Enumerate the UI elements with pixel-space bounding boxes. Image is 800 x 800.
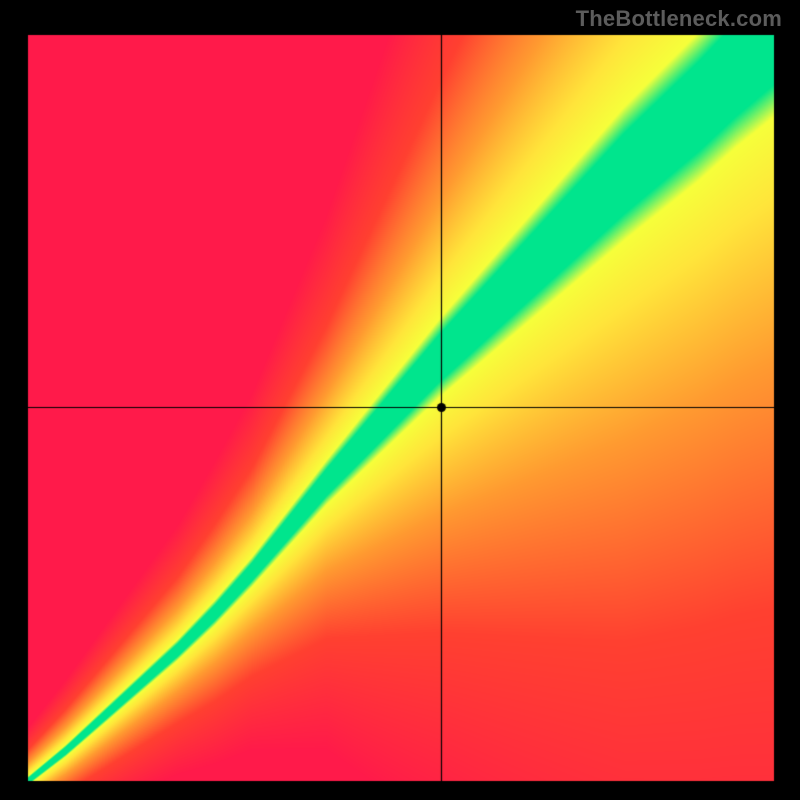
bottleneck-heatmap [0, 0, 800, 800]
watermark-text: TheBottleneck.com [576, 6, 782, 32]
chart-container: TheBottleneck.com [0, 0, 800, 800]
